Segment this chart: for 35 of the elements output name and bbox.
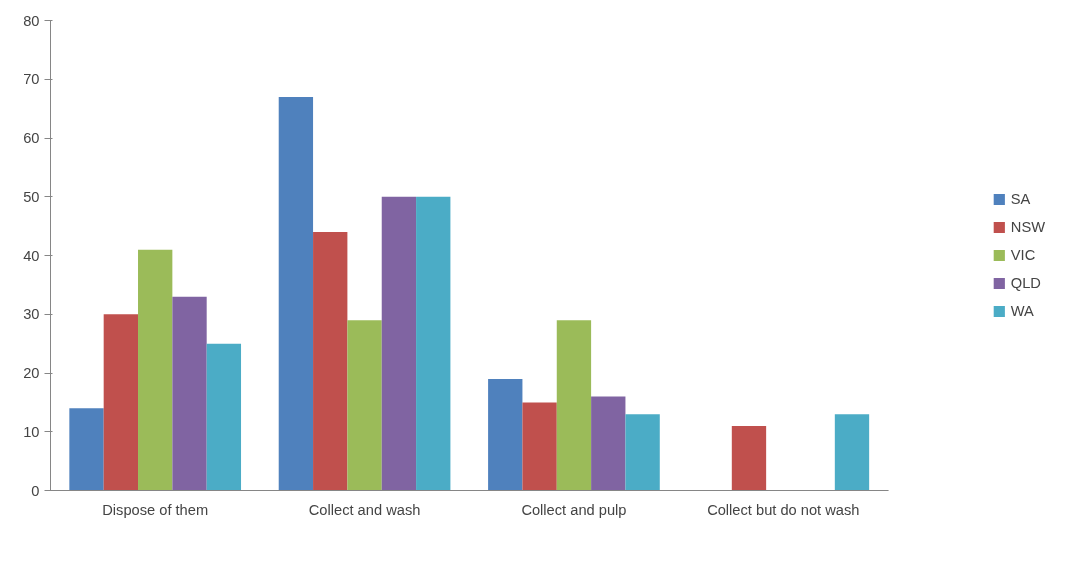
bar: [206, 343, 242, 491]
bar: [381, 196, 417, 491]
x-tick-label: Dispose of them: [102, 501, 209, 518]
bar: [522, 402, 557, 491]
bar: [556, 320, 592, 491]
y-tick-label: 20: [23, 365, 40, 381]
bar: [172, 296, 207, 491]
bar: [416, 196, 451, 491]
bar: [488, 378, 523, 491]
bar: [834, 414, 870, 491]
bar: [138, 249, 173, 491]
x-tick-label: Collect but do not wash: [707, 501, 860, 518]
bar: [625, 414, 660, 491]
bar: [278, 96, 314, 491]
x-tick-label: Collect and wash: [308, 501, 421, 518]
x-tick-label: Collect and pulp: [521, 501, 627, 518]
legend-label: WA: [1010, 303, 1034, 319]
legend-label: QLD: [1010, 275, 1041, 291]
y-tick-label: 70: [23, 71, 40, 88]
bar: [591, 396, 626, 491]
y-tick-label: 40: [23, 247, 40, 264]
legend-label: SA: [1010, 191, 1031, 207]
bar: [69, 408, 104, 491]
bar: [103, 314, 139, 491]
legend-label: VIC: [1010, 247, 1036, 263]
y-tick-label: 60: [23, 130, 40, 146]
bar: [731, 425, 767, 491]
y-tick-label: 10: [23, 423, 40, 440]
bar: [347, 320, 382, 491]
y-tick-label: 50: [23, 188, 40, 205]
legend-label: NSW: [1010, 219, 1045, 235]
y-tick-label: 0: [31, 482, 40, 499]
y-tick-label: 30: [23, 306, 40, 323]
bar: [313, 232, 348, 491]
y-tick-label: 80: [23, 12, 40, 29]
